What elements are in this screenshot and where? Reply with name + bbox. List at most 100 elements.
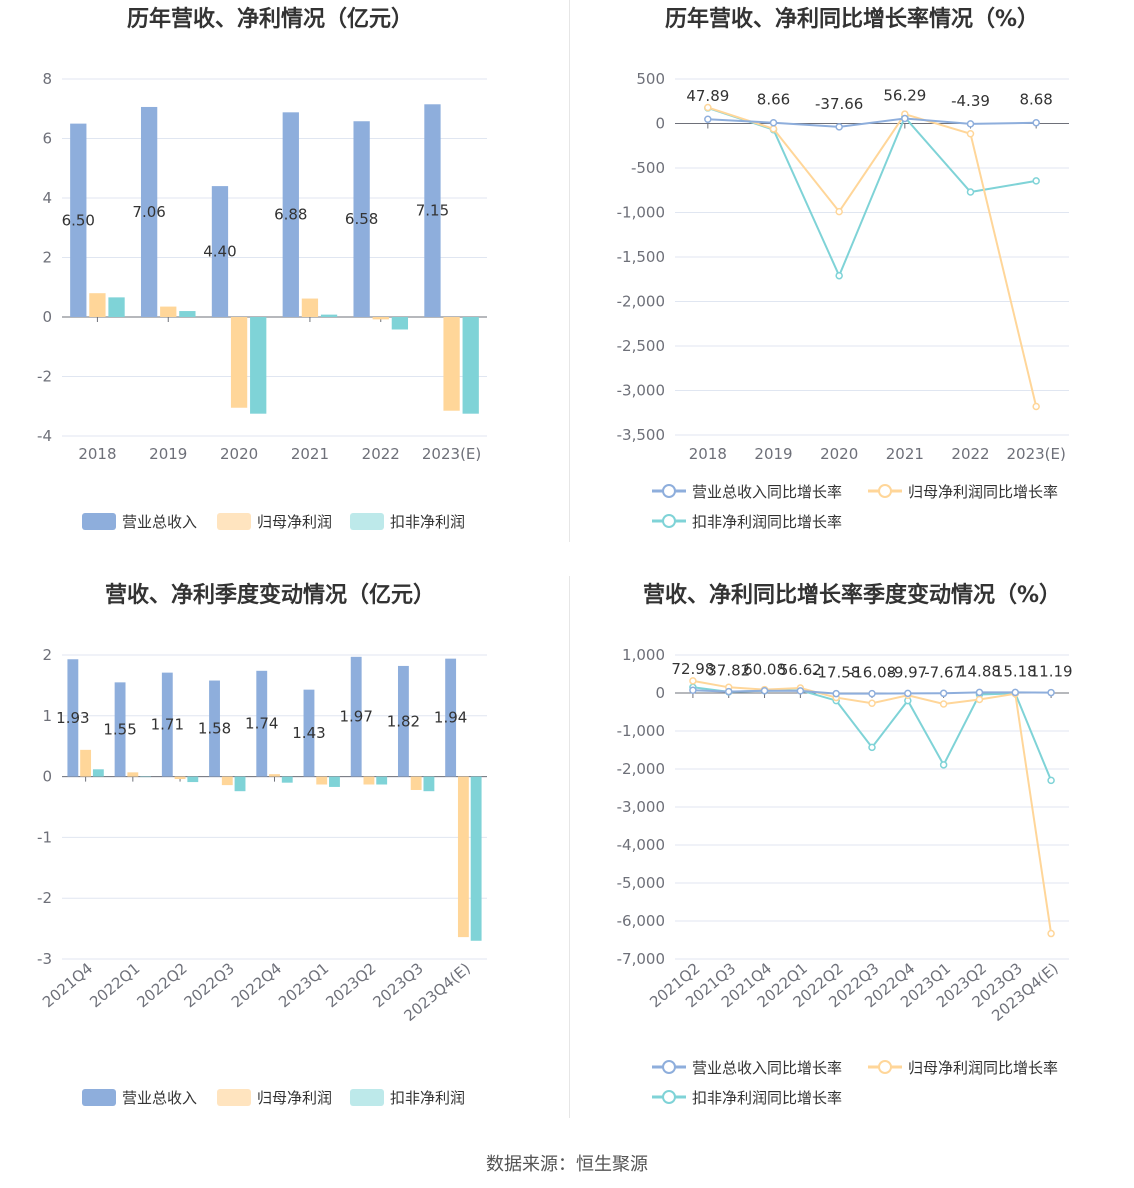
y-tick-label: 0 (655, 115, 665, 133)
x-tick-label: 2023Q1 (275, 959, 332, 1011)
line-point (835, 271, 843, 280)
y-tick-label: 8 (42, 70, 52, 88)
y-tick-label: -6,000 (617, 912, 665, 930)
x-tick-label: 2023(E) (1006, 445, 1065, 463)
bar-data-label: 1.55 (103, 720, 136, 738)
bar (281, 776, 293, 783)
bar (320, 314, 338, 317)
x-tick-label: 2021 (291, 445, 329, 463)
bar-data-label: 1.58 (198, 720, 231, 738)
chart-title: 营收、净利同比增长率季度变动情况（%） (643, 582, 1061, 608)
bar-data-label: 6.58 (345, 210, 378, 228)
legend-label: 扣非净利润 (390, 1089, 465, 1107)
line-data-label: 72.98 (671, 660, 714, 678)
data-source: 数据来源：恒生聚源 (486, 1154, 648, 1175)
line-point (689, 686, 697, 694)
y-tick-label: -500 (631, 159, 665, 177)
legend-marker (662, 514, 676, 528)
bar (443, 317, 460, 411)
y-tick-label: 1 (42, 707, 52, 725)
bar (470, 776, 482, 941)
y-tick-label: -1 (37, 828, 52, 846)
y-tick-label: -2 (37, 889, 52, 907)
bar (410, 776, 422, 790)
quarterly-values-svg: 营收、净利季度变动情况（亿元）210-1-2-32021Q42022Q12022… (37, 582, 487, 1107)
y-tick-label: -2 (37, 368, 52, 386)
bar (282, 112, 299, 317)
legend-label: 归母净利润同比增长率 (908, 483, 1058, 501)
legend-swatch (217, 513, 251, 530)
y-tick-label: -4 (37, 427, 52, 445)
x-tick-label: 2020 (220, 445, 258, 463)
bar-data-label: 1.82 (387, 712, 420, 730)
bar-data-label: 1.97 (339, 708, 372, 726)
bar (445, 658, 457, 777)
line-point (1047, 929, 1055, 938)
y-tick-label: 0 (42, 308, 52, 326)
legend-marker (662, 1060, 676, 1074)
legend-label: 营业总收入 (122, 513, 197, 531)
y-tick-label: 0 (655, 684, 665, 702)
line-data-label: 56.29 (883, 86, 926, 104)
bar (174, 776, 186, 780)
bar (363, 776, 375, 785)
line-point (704, 103, 712, 112)
bar (234, 776, 246, 792)
bar-data-label: 6.50 (62, 211, 95, 229)
y-tick-label: -3 (37, 950, 52, 968)
line-data-label: -37.66 (815, 95, 863, 113)
bar (301, 298, 319, 317)
chart-title: 营收、净利季度变动情况（亿元） (105, 582, 435, 608)
x-tick-label: 2022Q4 (228, 959, 285, 1011)
line-point (769, 125, 778, 133)
y-tick-label: -5,000 (617, 874, 665, 892)
line-point (835, 123, 843, 131)
legend-marker (662, 1090, 676, 1104)
legend-marker (878, 1060, 892, 1074)
y-tick-label: -3,500 (617, 426, 665, 444)
bar (127, 772, 139, 777)
x-tick-label: 2021 (886, 445, 924, 463)
line-point (939, 761, 948, 769)
legend-marker (662, 484, 676, 498)
bar (161, 672, 173, 777)
quarterly-values-chart: 营收、净利季度变动情况（亿元） 2 1 0 -1 -2 -3 2021Q4 2022Q1 2022… (0, 572, 565, 1122)
divider-top (569, 0, 570, 542)
legend-label: 扣非净利润 (390, 513, 465, 531)
line-point (966, 120, 975, 128)
bar (67, 659, 79, 777)
bar (424, 104, 441, 317)
legend-swatch (82, 513, 116, 530)
bar (160, 306, 177, 317)
divider-bottom (569, 576, 570, 1118)
bar-data-label: 4.40 (203, 243, 236, 261)
line-point (1032, 118, 1040, 127)
legend-label: 归母净利润 (257, 513, 332, 531)
line-data-label: 8.66 (757, 91, 790, 109)
x-tick-label: 2023Q2 (322, 959, 379, 1011)
y-tick-label: 4 (42, 189, 52, 207)
line-point (966, 129, 975, 138)
legend-label: 归母净利润同比增长率 (908, 1059, 1058, 1077)
bar-data-label: 7.06 (132, 203, 165, 221)
bar (256, 670, 268, 777)
line-point (832, 689, 840, 698)
line-data-label: 56.62 (779, 661, 822, 679)
y-tick-label: -7,000 (617, 950, 665, 968)
y-tick-label: 500 (636, 70, 665, 88)
bar (211, 186, 229, 317)
line-point (868, 743, 876, 752)
chart-title: 历年营收、净利情况（亿元） (127, 6, 413, 32)
x-tick-label: 2022 (951, 445, 989, 463)
y-tick-label: -1,500 (617, 248, 665, 266)
legend-label: 营业总收入 (122, 1089, 197, 1107)
series-line (707, 106, 1038, 407)
bar (108, 297, 125, 317)
bar (80, 749, 92, 777)
annual-growth-svg: 历年营收、净利同比增长率情况（%） 500 0 -500 -1,000 -1,500 -2,… (617, 6, 1069, 531)
bar-data-label: 1.43 (292, 724, 325, 742)
x-tick-label: 2022Q1 (86, 959, 143, 1011)
legend-label: 归母净利润 (257, 1089, 332, 1107)
line-data-label: 60.08 (743, 661, 786, 679)
line-point (975, 688, 984, 697)
